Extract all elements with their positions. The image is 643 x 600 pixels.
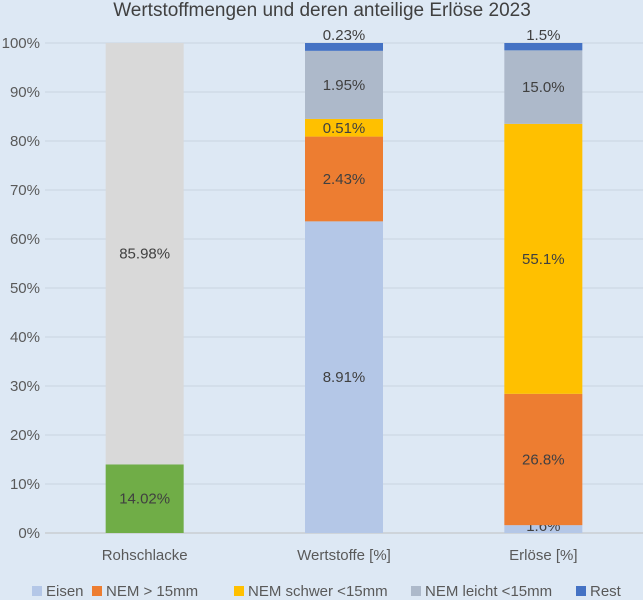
bars: 14.02%85.98%8.91%2.43%0.51%1.95%0.23%1.6… bbox=[105, 27, 583, 535]
legend-swatch bbox=[32, 586, 42, 596]
bar-stack: 1.6%26.8%55.1%15.0%1.5% bbox=[504, 27, 583, 535]
y-tick-label: 80% bbox=[10, 133, 40, 150]
bar-segment bbox=[504, 393, 583, 526]
data-label: 55.1% bbox=[522, 251, 565, 268]
bar-segment bbox=[305, 50, 383, 119]
category-label: Erlöse [%] bbox=[509, 547, 577, 564]
legend-swatch bbox=[234, 586, 244, 596]
y-tick-label: 40% bbox=[10, 329, 40, 346]
legend-item: NEM > 15mm bbox=[92, 583, 198, 600]
y-tick-label: 20% bbox=[10, 427, 40, 444]
legend-item: NEM schwer <15mm bbox=[234, 583, 388, 600]
legend: Eisen NEM > 15mm NEM schwer <15mm NEM leich… bbox=[32, 583, 622, 600]
legend-label: Eisen bbox=[46, 583, 84, 600]
bar-stack: 8.91% 2.43% 0.51% 1.95% 0.23% bbox=[305, 27, 383, 534]
data-label: 85.98% bbox=[119, 246, 170, 263]
category-label: Wertstoffe [%] bbox=[297, 547, 391, 564]
y-tick-label: 50% bbox=[10, 280, 40, 297]
y-tick-label: 90% bbox=[10, 84, 40, 101]
y-tick-label: 30% bbox=[10, 378, 40, 395]
bar-stack: 14.02% 85.98% bbox=[105, 43, 184, 533]
legend-swatch bbox=[576, 586, 586, 596]
bar-segment bbox=[305, 43, 383, 51]
y-tick-label: 0% bbox=[18, 525, 40, 542]
bar-segment bbox=[305, 118, 383, 137]
bar-segment bbox=[504, 50, 583, 124]
legend-swatch bbox=[411, 586, 421, 596]
y-axis-tick-labels: 0% 10% 20% 30% 40% 50% 60% 70% 80% 90% 100% bbox=[2, 35, 40, 542]
data-label: 0.23% bbox=[323, 27, 366, 44]
data-label: 26.8% bbox=[522, 452, 565, 469]
data-label: 0.51% bbox=[323, 120, 366, 137]
bar-segment bbox=[504, 43, 583, 51]
data-label: 14.02% bbox=[119, 491, 170, 508]
bar-segment bbox=[305, 221, 383, 534]
bar-segment bbox=[105, 43, 184, 465]
legend-item: Eisen bbox=[32, 583, 84, 600]
y-tick-label: 60% bbox=[10, 231, 40, 248]
data-label: 1.5% bbox=[526, 27, 560, 44]
x-axis-category-labels: Rohschlacke Wertstoffe [%] Erlöse [%] bbox=[102, 547, 578, 564]
legend-label: NEM > 15mm bbox=[106, 583, 198, 600]
chart-title: Wertstoffmengen und deren anteilige Erlö… bbox=[113, 0, 531, 21]
bar-segment bbox=[105, 464, 184, 533]
legend-item: NEM leicht <15mm bbox=[411, 583, 552, 600]
data-label: 1.95% bbox=[323, 77, 366, 94]
data-label: 2.43% bbox=[323, 171, 366, 188]
legend-label: NEM leicht <15mm bbox=[425, 583, 552, 600]
y-tick-label: 10% bbox=[10, 476, 40, 493]
legend-swatch bbox=[92, 586, 102, 596]
y-tick-label: 100% bbox=[2, 35, 40, 52]
bar-segment bbox=[504, 123, 583, 394]
legend-item: Rest bbox=[576, 583, 622, 600]
data-label: 8.91% bbox=[323, 369, 366, 386]
data-label: 15.0% bbox=[522, 79, 565, 96]
bar-segment bbox=[305, 136, 383, 222]
legend-label: NEM schwer <15mm bbox=[248, 583, 388, 600]
category-label: Rohschlacke bbox=[102, 547, 188, 564]
bar-segment bbox=[504, 525, 583, 533]
y-tick-label: 70% bbox=[10, 182, 40, 199]
legend-label: Rest bbox=[590, 583, 622, 600]
